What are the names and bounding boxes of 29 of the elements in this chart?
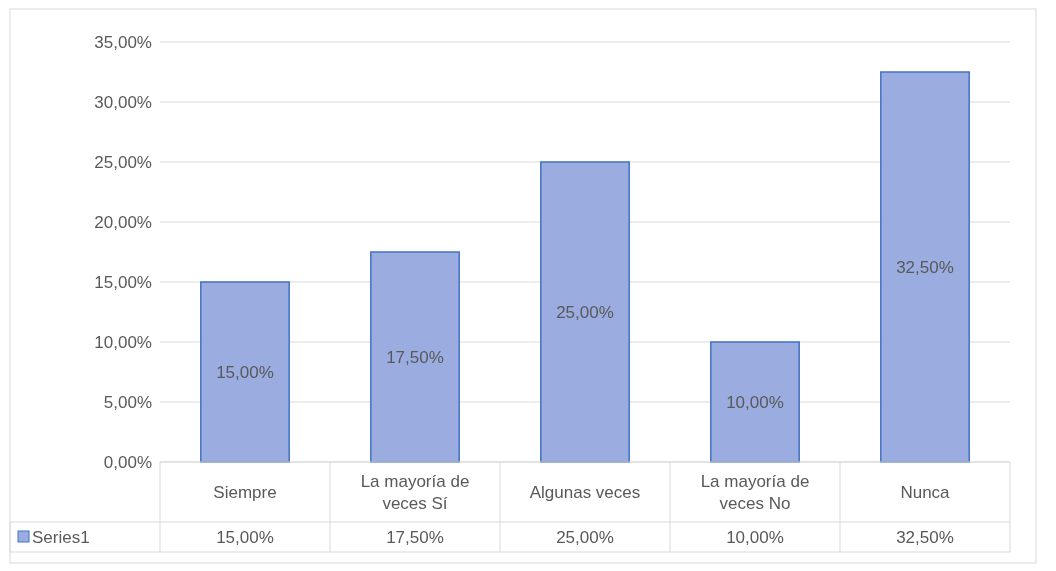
- text: 25,00%: [556, 303, 614, 322]
- y-tick-label: 15,00%: [94, 273, 152, 292]
- legend-label: Series1: [32, 528, 90, 547]
- bar: [540, 161, 630, 463]
- data-label: 32,50%: [896, 528, 954, 547]
- y-tick-label: 20,00%: [94, 213, 152, 232]
- bar: [710, 341, 800, 463]
- bar: [880, 71, 970, 463]
- data-label: 17,50%: [386, 528, 444, 547]
- x-tick-label: La mayoría de veces No: [700, 472, 810, 513]
- y-tick-label: 35,00%: [94, 33, 152, 52]
- y-tick-label: 10,00%: [94, 333, 152, 352]
- x-tick-label: Siempre: [213, 483, 277, 502]
- y-tick-label: 25,00%: [94, 153, 152, 172]
- data-label: 15,00%: [216, 528, 274, 547]
- x-tick-label: Algunas veces: [529, 483, 641, 502]
- text: 17,50%: [386, 348, 444, 367]
- data-label: 10,00%: [726, 528, 784, 547]
- y-tick-label: 30,00%: [94, 93, 152, 112]
- x-tick-label: Nunca: [900, 483, 951, 502]
- text: 10,00%: [726, 393, 784, 412]
- bar: [200, 281, 290, 463]
- text: 15,00%: [216, 363, 274, 382]
- bar: [370, 251, 460, 463]
- x-tick-label: La mayoría de veces Sí: [360, 472, 470, 513]
- data-label: 25,00%: [556, 528, 614, 547]
- y-tick-label: 5,00%: [103, 393, 152, 412]
- text: 32,50%: [896, 258, 954, 277]
- y-tick-label: 0,00%: [103, 453, 152, 472]
